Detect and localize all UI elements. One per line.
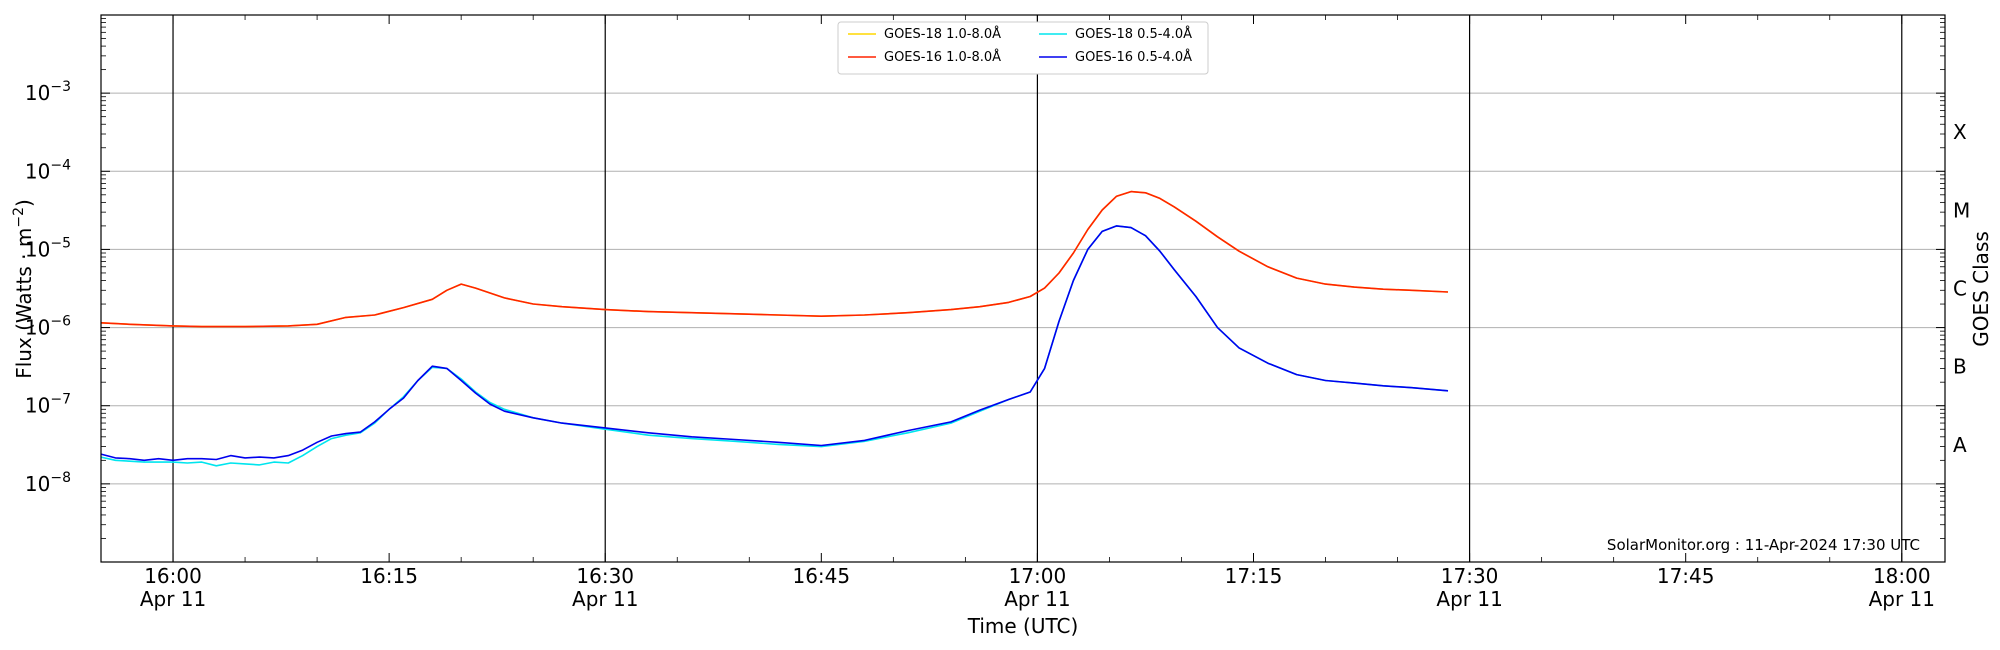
x-tick-date-label: Apr 11 <box>1004 587 1070 611</box>
x-tick-label: 16:15 <box>360 564 418 588</box>
legend: GOES-18 1.0-8.0Å GOES-16 1.0-8.0Å GOES-18 … <box>837 21 1209 75</box>
x-tick-label: 17:30 <box>1441 564 1499 588</box>
y-tick-exponent: −3 <box>50 79 71 95</box>
y-tick-label: 10−4 <box>25 157 71 183</box>
y-tick-exponent: −4 <box>50 157 71 173</box>
legend-box <box>837 21 1209 75</box>
y-tick-label: 10−6 <box>25 314 71 340</box>
y-tick-base: 10 <box>25 316 50 340</box>
plot-frame <box>100 14 1946 563</box>
y-tick-labels: 10−810−710−610−510−410−3 <box>25 79 71 496</box>
y-axis-label-exponent: −2 <box>11 207 27 228</box>
y-tick-label: 10−8 <box>25 470 71 496</box>
x-tick-label: 16:45 <box>792 564 850 588</box>
goes-class-label: A <box>1953 433 1967 457</box>
series-line <box>100 225 1449 462</box>
x-tick-date-label: Apr 11 <box>140 587 206 611</box>
y-tick-label: 10−3 <box>25 79 71 105</box>
right-axis-label: GOES Class <box>1969 231 1993 347</box>
goes-class-label: B <box>1953 355 1967 379</box>
y-tick-base: 10 <box>25 159 50 183</box>
x-tick-label: 16:00 <box>144 564 202 588</box>
x-axis-label: Time (UTC) <box>967 614 1079 638</box>
series-line <box>100 190 1449 328</box>
legend-label: GOES-16 0.5-4.0Å <box>1075 49 1192 65</box>
y-axis-label-close: ) <box>12 199 36 207</box>
goes-class-labels: A B C M X <box>1953 120 1970 457</box>
x-tick-date-label: Apr 11 <box>1869 587 1935 611</box>
hour-vertical-lines <box>172 15 1903 562</box>
goes-class-label: M <box>1953 198 1970 222</box>
legend-label: GOES-18 0.5-4.0Å <box>1075 26 1192 42</box>
x-tick-label: 17:45 <box>1657 564 1715 588</box>
goes-class-label: X <box>1953 120 1967 144</box>
y-tick-base: 10 <box>25 394 50 418</box>
y-axis-label: Flux (Watts · m−2) <box>11 199 36 379</box>
y-tick-base: 10 <box>25 472 50 496</box>
legend-label: GOES-16 1.0-8.0Å <box>884 49 1001 65</box>
y-tick-base: 10 <box>25 237 50 261</box>
source-annotation: SolarMonitor.org : 11-Apr-2024 17:30 UTC <box>1607 536 1920 554</box>
series-layer <box>100 190 1449 467</box>
y-tick-exponent: −7 <box>50 392 71 408</box>
y-tick-label: 10−5 <box>25 235 71 261</box>
horizontal-grid <box>101 92 1945 485</box>
x-tick-label: 16:30 <box>576 564 634 588</box>
x-tick-label: 18:00 <box>1873 564 1931 588</box>
x-tick-date-label: Apr 11 <box>1436 587 1502 611</box>
x-tick-label: 17:00 <box>1009 564 1067 588</box>
goes-class-label: C <box>1953 277 1967 301</box>
y-axis-label-main: Flux (Watts · m <box>12 228 36 379</box>
y-tick-label: 10−7 <box>25 392 71 418</box>
y-tick-exponent: −8 <box>50 470 71 486</box>
y-tick-base: 10 <box>25 81 50 105</box>
y-tick-exponent: −6 <box>50 314 71 330</box>
x-tick-label: 17:15 <box>1225 564 1283 588</box>
y-tick-exponent: −5 <box>50 235 71 251</box>
legend-label: GOES-18 1.0-8.0Å <box>884 26 1001 42</box>
x-tick-date-label: Apr 11 <box>572 587 638 611</box>
